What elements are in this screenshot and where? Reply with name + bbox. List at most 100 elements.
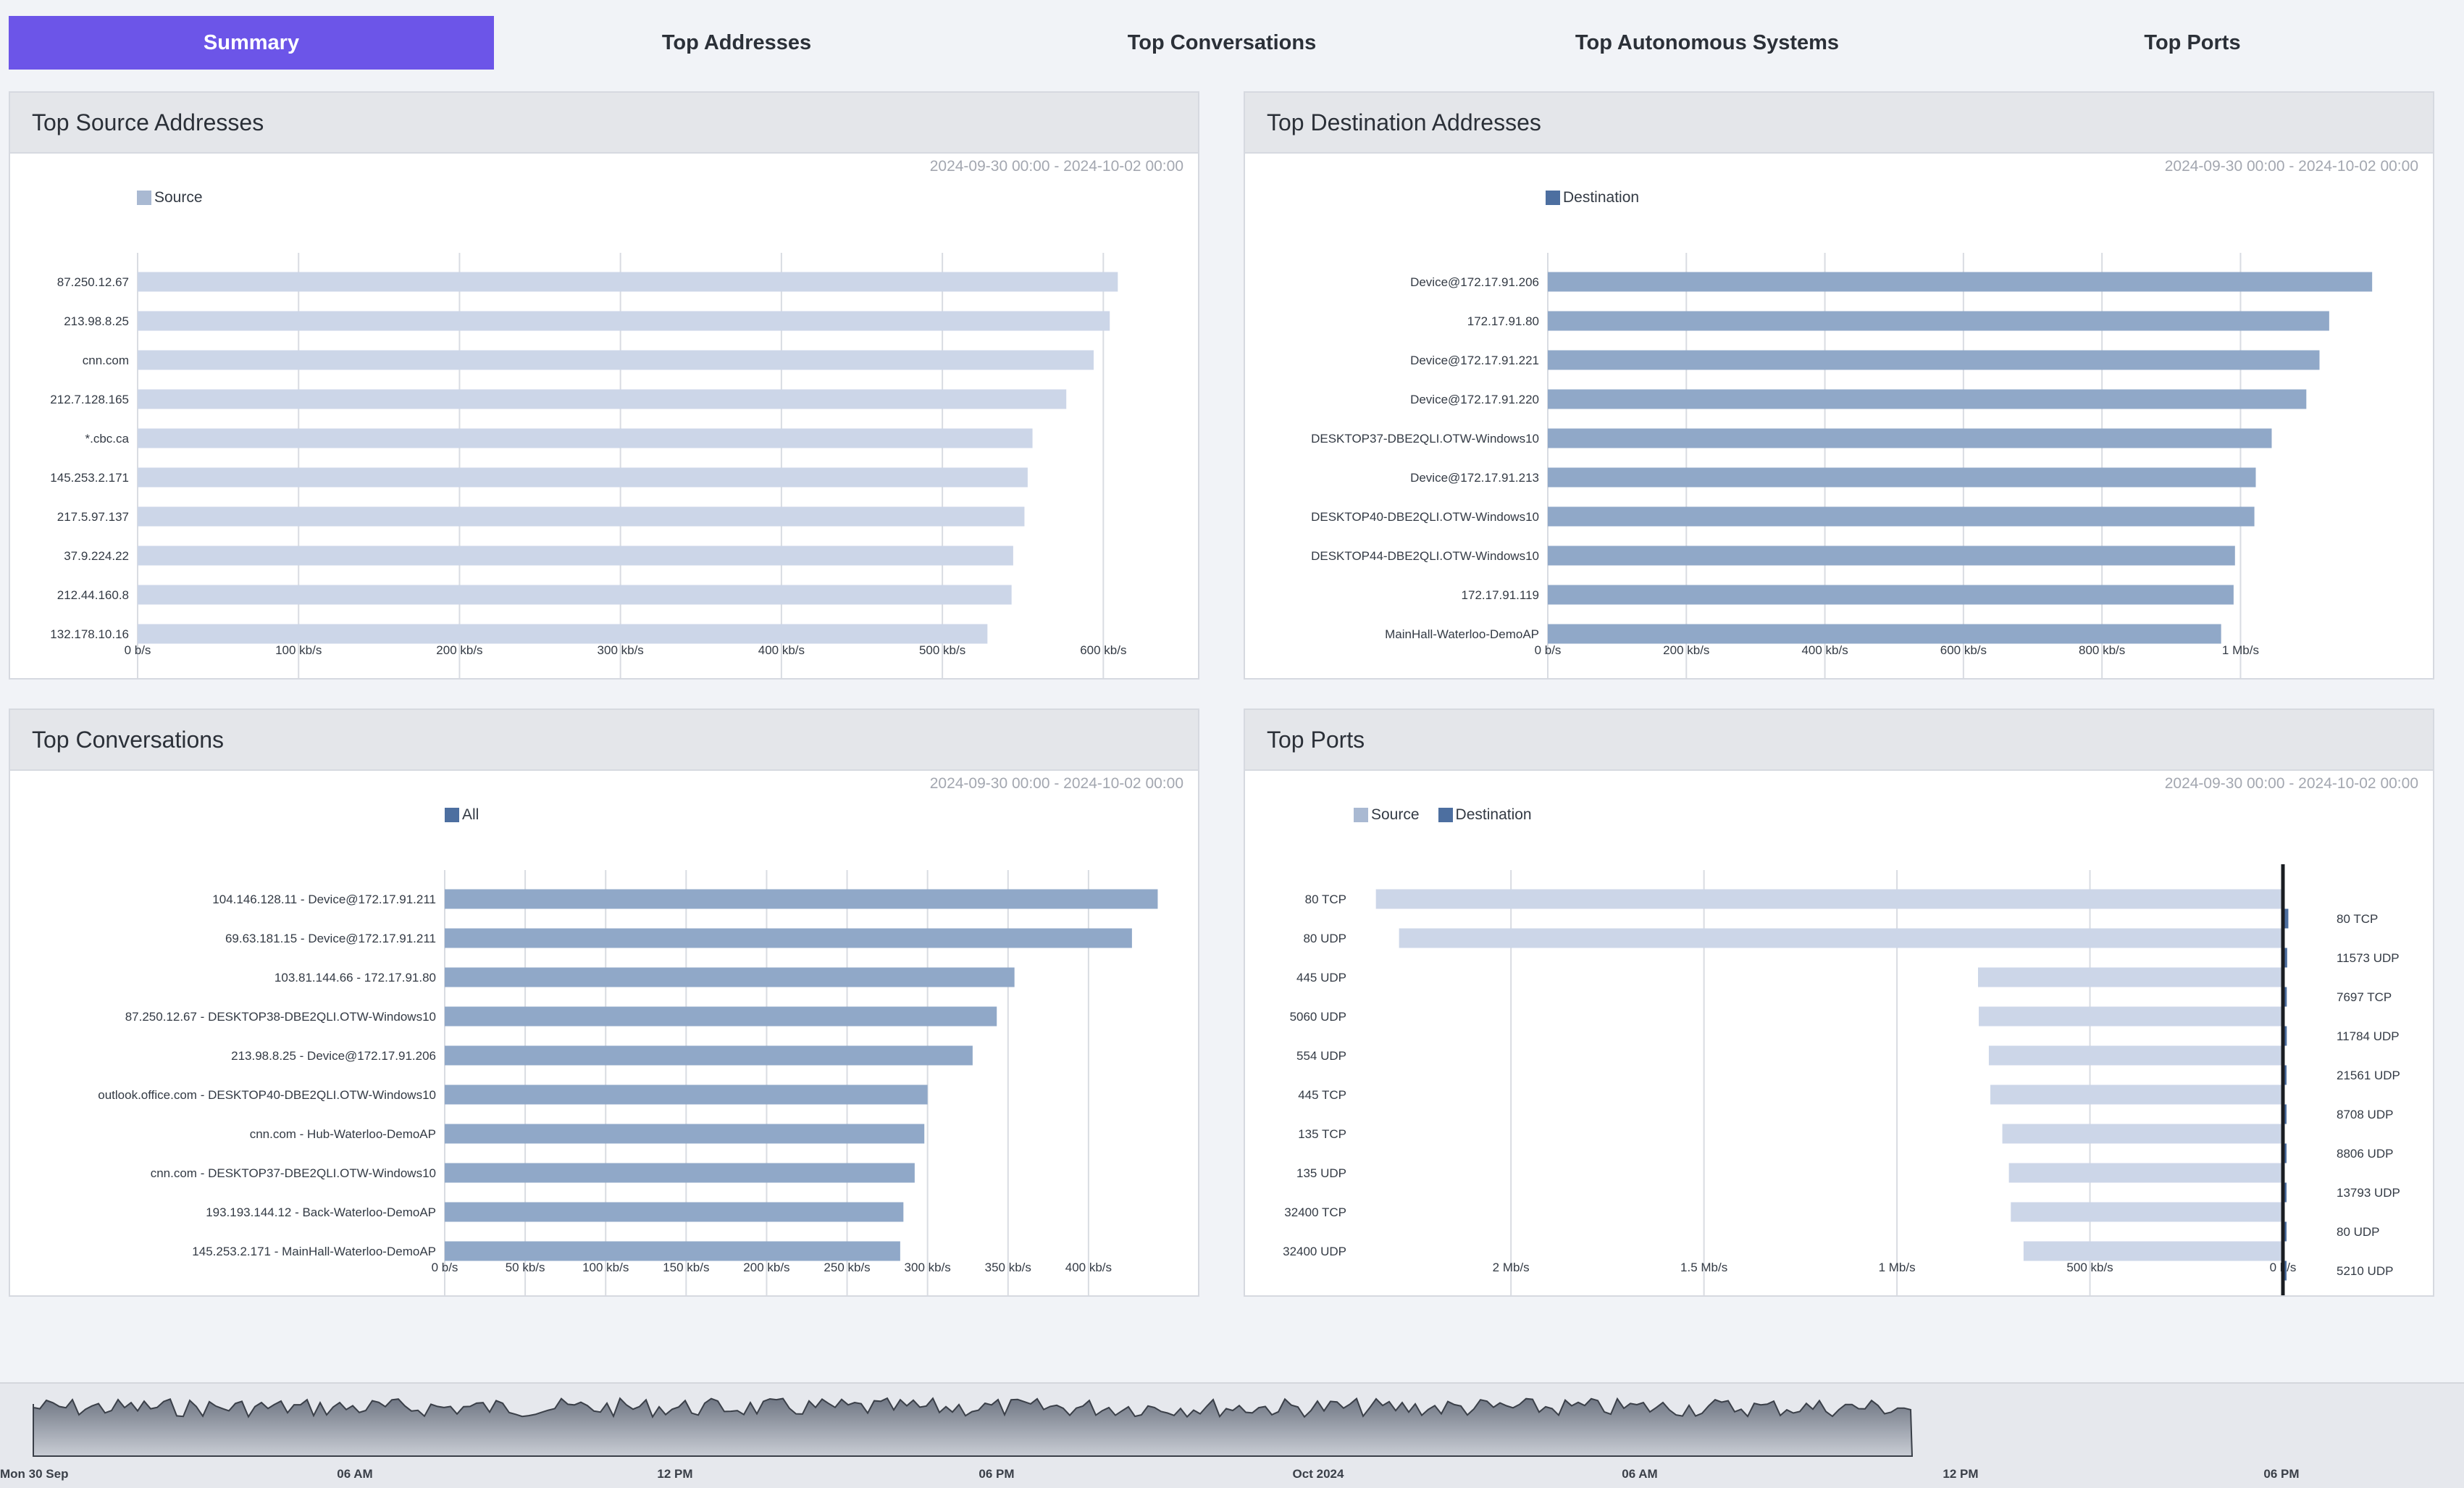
x-tick-label: 400 kb/s [1065, 1261, 1112, 1274]
legend-item-source[interactable]: Source [137, 189, 203, 206]
tab-summary[interactable]: Summary [9, 16, 494, 70]
time-navigator[interactable]: Mon 30 Sep 06 AM 12 PM 06 PM Oct 2024 06 AM 12… [0, 1382, 2464, 1488]
date-range: 2024-09-30 00:00 - 2024-10-02 00:00 [929, 158, 1183, 175]
source-bar[interactable] [2023, 1241, 2283, 1261]
chart-legend[interactable]: All [445, 806, 493, 824]
bar[interactable] [1548, 350, 2320, 370]
tab-top-autonomous-systems[interactable]: Top Autonomous Systems [1575, 30, 1840, 54]
bar[interactable] [445, 967, 1015, 987]
bar[interactable] [138, 585, 1012, 605]
bar[interactable] [1548, 389, 2307, 409]
chart-legend[interactable]: Source Destination [1354, 806, 1546, 824]
source-port-label: 32400 UDP [1283, 1245, 1346, 1258]
bar[interactable] [138, 506, 1025, 527]
x-tick-label: 300 kb/s [598, 643, 644, 657]
destination-bar[interactable] [2283, 987, 2287, 1007]
x-tick-label: 100 kb/s [582, 1261, 629, 1274]
navigator-area[interactable] [33, 1397, 1914, 1457]
bar[interactable] [1548, 546, 2235, 566]
source-bar[interactable] [1978, 967, 2283, 987]
legend-item-all[interactable]: All [445, 806, 479, 824]
legend-item-destination[interactable]: Destination [1438, 806, 1532, 824]
source-port-label: 135 TCP [1298, 1127, 1346, 1141]
bar[interactable] [445, 889, 1158, 909]
source-bar[interactable] [2011, 1202, 2283, 1222]
tab-top-conversations[interactable]: Top Conversations [1127, 30, 1317, 54]
bar[interactable] [1548, 272, 2373, 292]
bar[interactable] [445, 1084, 928, 1105]
x-tick-label: 200 kb/s [436, 643, 482, 657]
x-tick-label: 1 Mb/s [2222, 643, 2259, 657]
legend-label: Source [1371, 806, 1420, 823]
destination-bar[interactable] [2283, 1026, 2287, 1046]
bar[interactable] [1548, 467, 2256, 488]
legend-swatch [1546, 191, 1560, 205]
bar[interactable] [138, 311, 1110, 331]
category-label: cnn.com - DESKTOP37-DBE2QLI.OTW-Windows1… [151, 1166, 436, 1180]
bar[interactable] [138, 428, 1033, 448]
bar[interactable] [1548, 624, 2221, 644]
bar[interactable] [445, 1124, 925, 1144]
bar[interactable] [138, 624, 988, 644]
destination-bar[interactable] [2283, 908, 2289, 929]
source-bar[interactable] [1990, 1084, 2283, 1105]
source-bar[interactable] [2008, 1163, 2283, 1183]
tab-bar: Summary Top Addresses Top Conversations … [9, 16, 2435, 70]
x-tick-label: 600 kb/s [1940, 643, 1987, 657]
category-label: Device@172.17.91.220 [1410, 393, 1539, 406]
x-tick-label: 100 kb/s [275, 643, 322, 657]
bar[interactable] [445, 1006, 997, 1027]
destination-bar[interactable] [2283, 948, 2287, 968]
tab-top-ports[interactable]: Top Ports [2144, 30, 2241, 54]
bar[interactable] [445, 1202, 904, 1222]
x-tick-label: 200 kb/s [743, 1261, 789, 1274]
category-label: 172.17.91.80 [1467, 314, 1539, 328]
conversations-bar-chart[interactable]: 0 b/s 50 kb/s 100 kb/s 150 kb/s 200 kb/s 250 … [10, 769, 1198, 1295]
source-bar[interactable] [1375, 889, 2283, 909]
destination-port-label: 11784 UDP [2337, 1029, 2400, 1043]
bar[interactable] [138, 272, 1118, 292]
x-tick-label: 2 Mb/s [1493, 1261, 1530, 1274]
bar[interactable] [1548, 428, 2272, 448]
source-bar[interactable] [1988, 1045, 2283, 1066]
bar[interactable] [445, 1163, 915, 1183]
category-label: DESKTOP44-DBE2QLI.OTW-Windows10 [1311, 549, 1539, 563]
x-tick-label: 1 Mb/s [1879, 1261, 1916, 1274]
category-label: 212.44.160.8 [57, 588, 129, 602]
bar[interactable] [138, 350, 1094, 370]
navigator-time-label: 06 AM [1622, 1467, 1657, 1481]
bar[interactable] [138, 389, 1067, 409]
bar[interactable] [445, 1241, 900, 1261]
x-tick-label: 200 kb/s [1663, 643, 1709, 657]
chart-legend[interactable]: Destination [1546, 189, 1654, 206]
ports-diverging-bar-chart[interactable]: 2 Mb/s 1.5 Mb/s 1 Mb/s 500 kb/s 0 b/s80 TCP8… [1245, 769, 2433, 1295]
source-addresses-bar-chart[interactable]: 0 b/s 100 kb/s 200 kb/s 300 kb/s 400 kb/s 500… [10, 152, 1198, 678]
category-label: 104.146.128.11 - Device@172.17.91.211 [212, 893, 436, 906]
destination-addresses-bar-chart[interactable]: 0 b/s 200 kb/s 400 kb/s 600 kb/s 800 kb/s 1 M… [1245, 152, 2433, 678]
legend-item-source[interactable]: Source [1354, 806, 1420, 824]
bar[interactable] [1548, 311, 2329, 331]
bar[interactable] [445, 1045, 973, 1066]
category-label: 87.250.12.67 - DESKTOP38-DBE2QLI.OTW-Win… [125, 1010, 436, 1024]
source-bar[interactable] [2002, 1124, 2283, 1144]
destination-port-label: 8806 UDP [2337, 1147, 2393, 1161]
chart-legend[interactable]: Source [137, 189, 217, 206]
x-tick-label: 800 kb/s [2079, 643, 2125, 657]
legend-item-destination[interactable]: Destination [1546, 189, 1639, 206]
top-destination-addresses-panel: Top Destination Addresses 2024-09-30 00:… [1244, 91, 2434, 680]
destination-port-label: 7697 TCP [2337, 990, 2392, 1004]
bar[interactable] [1548, 585, 2234, 605]
destination-port-label: 13793 UDP [2337, 1186, 2400, 1200]
source-bar[interactable] [1979, 1006, 2283, 1027]
x-tick-label: 350 kb/s [985, 1261, 1031, 1274]
bar[interactable] [138, 467, 1028, 488]
bar[interactable] [445, 928, 1132, 948]
bar[interactable] [1548, 506, 2255, 527]
bar[interactable] [138, 546, 1013, 566]
panel-title: Top Source Addresses [10, 93, 1198, 154]
tab-top-addresses[interactable]: Top Addresses [661, 30, 812, 54]
category-label: DESKTOP37-DBE2QLI.OTW-Windows10 [1311, 432, 1539, 446]
navigator-sparkline[interactable]: Mon 30 Sep 06 AM 12 PM 06 PM Oct 2024 06 AM 12… [0, 1384, 2464, 1488]
navigator-time-label: 06 PM [2263, 1467, 2299, 1481]
source-bar[interactable] [1399, 928, 2283, 948]
